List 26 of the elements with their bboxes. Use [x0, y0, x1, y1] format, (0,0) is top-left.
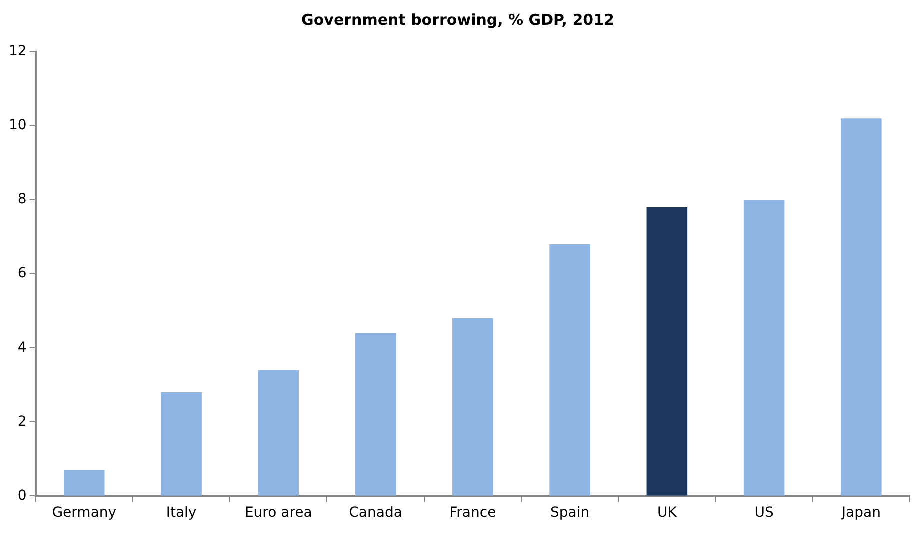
y-tick-label: 12: [8, 44, 27, 60]
y-tick-label: 4: [18, 340, 27, 356]
bar: [161, 392, 202, 496]
bar: [744, 200, 785, 496]
y-tick-label: 2: [18, 414, 27, 430]
x-tick-label: Italy: [166, 505, 197, 522]
bar: [452, 318, 494, 496]
x-tick-label: Euro area: [244, 505, 312, 522]
chart-title: Government borrowing, % GDP, 2012: [302, 10, 614, 29]
x-tick-label: Canada: [349, 505, 402, 522]
x-tick-label: France: [450, 505, 496, 522]
x-tick-label: Germany: [52, 505, 117, 522]
bar: [550, 244, 590, 496]
y-tick-label: 0: [18, 488, 27, 504]
bar: [64, 470, 105, 496]
x-tick-label: UK: [657, 505, 678, 522]
bar: [646, 207, 688, 496]
bar: [841, 118, 882, 496]
x-tick-label: Spain: [550, 505, 590, 522]
x-tick-label: Japan: [840, 505, 881, 522]
y-tick-label: 8: [18, 192, 27, 208]
bar: [258, 370, 300, 496]
x-tick-label: US: [754, 505, 774, 522]
y-tick-label: 6: [18, 266, 27, 282]
bar: [355, 333, 396, 496]
y-tick-label: 10: [8, 118, 27, 134]
